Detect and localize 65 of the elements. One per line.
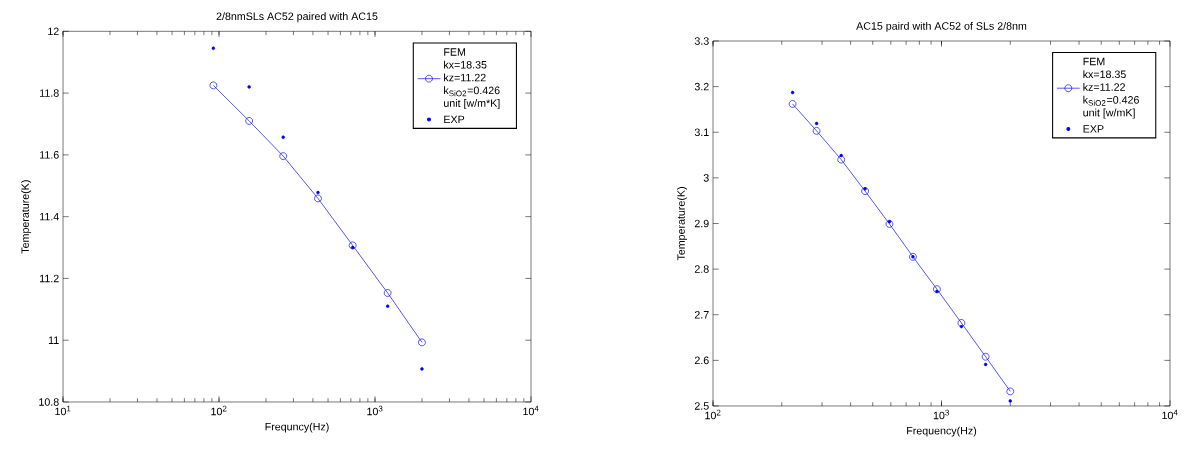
y-tick-label: 3.3 [694, 37, 709, 45]
legend-label: FEM kx=18.35 kz=11.22 k$_{SiO2}$=0.426 unit [w/mK] [1083, 57, 1139, 119]
legend-label: EXP [444, 115, 465, 124]
x-axis-title: Frequncy(Hz) [265, 422, 329, 433]
point [316, 190, 320, 195]
x-tick-label: 10$^{2}$ [211, 405, 227, 416]
y-tick-label: 3.2 [694, 82, 709, 91]
y-tick-label: 2.9 [694, 219, 709, 228]
point [863, 187, 867, 191]
y-tick-label: 2.8 [694, 265, 709, 273]
point [957, 319, 966, 327]
x-tick-label: 10$^{4}$ [1162, 409, 1178, 420]
point [418, 338, 426, 347]
point [933, 285, 941, 293]
point [935, 289, 939, 294]
point [245, 117, 253, 125]
point [812, 127, 821, 135]
point [861, 187, 869, 195]
x-tick-label: 10$^{1}$ [55, 405, 71, 416]
y-tick-label: 11.4 [40, 212, 59, 221]
y-tick-label: 2.5 [694, 402, 709, 410]
x-tick-label: 10$^{3}$ [367, 405, 383, 416]
point [348, 241, 357, 250]
point [839, 153, 843, 158]
y-tick-label: 3 [703, 174, 709, 182]
x-tick-label: 10$^{2}$ [705, 409, 721, 420]
x-axis-title: Frequency(Hz) [907, 426, 977, 437]
y-tick-label: 11.8 [40, 89, 59, 97]
y-tick-label: 3.1 [694, 128, 709, 137]
point [983, 362, 988, 367]
y-tick-label: 12 [48, 27, 59, 36]
point [385, 304, 390, 308]
legend-label: EXP [1083, 125, 1104, 133]
y-tick-label: 11.2 [40, 274, 59, 283]
point [959, 324, 964, 329]
chart-title: AC15 paird with AC52 of SLs 2/8nm [856, 21, 1027, 32]
point [209, 81, 218, 90]
x-tick-label: 10$^{3}$ [933, 409, 949, 420]
x-tick-label: 10$^{4}$ [523, 405, 539, 416]
y-axis-title: Temperature(K) [677, 187, 687, 261]
point [885, 220, 894, 228]
y-axis-title: Temperature(K) [21, 180, 32, 254]
point [887, 219, 892, 224]
point [420, 367, 424, 371]
point [981, 352, 990, 361]
point [1008, 399, 1013, 403]
point [279, 152, 288, 160]
point [247, 85, 251, 89]
point [383, 289, 392, 297]
point [814, 121, 819, 126]
y-tick-label: 11 [48, 336, 59, 344]
y-tick-label: 11.6 [40, 151, 59, 159]
y-tick-label: 2.6 [694, 356, 709, 365]
legend-label: FEM kx=18.35 kz=11.22 k$_{SiO2}$=0.426 unit [w/m*K] [444, 48, 500, 110]
y-tick-label: 10.8 [39, 398, 59, 406]
y-tick-label: 2.7 [694, 311, 709, 319]
point [314, 194, 322, 203]
chart-title: 2/8nmSLs AC52 paired with AC15 [216, 12, 378, 23]
point [211, 46, 216, 51]
point [788, 100, 797, 108]
point [350, 245, 355, 250]
point [837, 155, 846, 164]
point [1006, 387, 1015, 396]
point [281, 135, 285, 140]
point [790, 90, 795, 95]
